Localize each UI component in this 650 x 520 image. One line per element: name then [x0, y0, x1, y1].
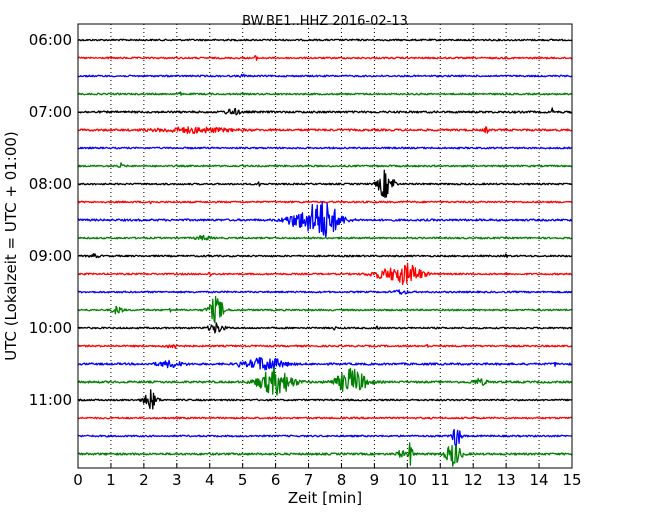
trace-1145: [77, 442, 573, 467]
x-tick-label: 5: [238, 471, 248, 489]
y-tick-label: 08:00: [29, 175, 72, 193]
x-tick-label: 11: [431, 471, 450, 489]
x-tick-label: 1: [106, 471, 116, 489]
trace-0845: [77, 234, 573, 241]
x-tick-label: 2: [139, 471, 149, 489]
trace-0700: [77, 107, 573, 116]
x-tick-label: 10: [398, 471, 417, 489]
x-tick-label: 14: [530, 471, 549, 489]
traces: [77, 38, 573, 467]
y-ticks: 06:00 07:00 08:00 09:00 10:00 11:00: [29, 31, 83, 409]
trace-0645: [77, 91, 573, 96]
x-tick-label: 12: [464, 471, 483, 489]
x-tick-label: 8: [337, 471, 347, 489]
x-ticks: 0 1 2 3 4 5 6 7 8 9 10 11 12 13 14 15: [73, 463, 582, 489]
trace-1000: [77, 322, 573, 334]
plot-frame: [77, 23, 573, 469]
y-tick-label: 11:00: [29, 391, 72, 409]
trace-1045: [77, 367, 573, 396]
x-axis-label: Zeit [min]: [288, 489, 362, 507]
x-tick-label: 3: [172, 471, 182, 489]
trace-0615: [77, 55, 573, 62]
x-tick-label: 13: [497, 471, 516, 489]
y-tick-label: 09:00: [29, 247, 72, 265]
trace-0915: [77, 262, 573, 286]
trace-1015: [77, 343, 573, 350]
trace-1115: [77, 416, 573, 420]
x-tick-label: 15: [562, 471, 581, 489]
trace-1130: [77, 428, 573, 448]
y-axis-label: UTC (Lokalzeit = UTC + 01:00): [2, 131, 20, 361]
x-grid: [110, 24, 540, 468]
x-tick-label: 9: [370, 471, 380, 489]
x-tick-label: 4: [205, 471, 215, 489]
trace-0745: [77, 162, 573, 169]
trace-0730: [77, 146, 573, 150]
trace-0715: [77, 126, 573, 134]
trace-0600: [77, 38, 573, 42]
x-tick-label: 6: [271, 471, 281, 489]
y-tick-label: 10:00: [29, 319, 72, 337]
trace-0930: [77, 289, 573, 295]
x-tick-label: 7: [304, 471, 314, 489]
y-tick-label: 06:00: [29, 31, 72, 49]
trace-0630: [77, 73, 573, 78]
chart-title: BW.BE1..HHZ 2016-02-13: [242, 14, 408, 29]
trace-0945: [77, 295, 573, 324]
trace-1030: [77, 356, 573, 371]
trace-0800: [77, 169, 573, 199]
trace-0830: [77, 200, 573, 238]
y-tick-label: 07:00: [29, 103, 72, 121]
x-tick-label: 0: [73, 471, 83, 489]
trace-1100: [77, 389, 573, 410]
trace-0900: [77, 253, 573, 259]
trace-0815: [77, 200, 573, 205]
